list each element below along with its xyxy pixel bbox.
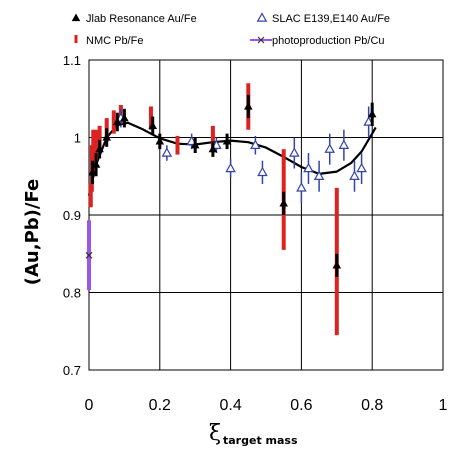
legend-item: NMC Pb/Fe [74, 35, 143, 47]
data-point [296, 182, 307, 192]
data-point [148, 121, 157, 130]
data-point [155, 136, 165, 145]
legend-marker [71, 13, 81, 22]
data-point [367, 109, 377, 118]
data-point [102, 133, 111, 141]
x-axis-label-subscript: target mass [223, 434, 298, 447]
legend-marker [256, 12, 268, 22]
x-axis-label: ξ target mass [209, 421, 298, 447]
series-3 [85, 220, 93, 291]
x-tick-label: 0.6 [290, 397, 312, 414]
data-point [356, 162, 367, 173]
legend-label: photoproduction Pb/Cu [272, 35, 385, 47]
data-point [225, 162, 236, 173]
x-axis-label-symbol: ξ [209, 421, 221, 446]
y-tick-label: 0.7 [63, 363, 81, 378]
y-tick-label: 0.8 [63, 286, 81, 301]
data-point [244, 102, 253, 110]
data-point [338, 139, 350, 149]
data-point [222, 136, 232, 145]
legend-item: SLAC E139,E140 Au/Fe [256, 12, 390, 25]
y-tick-label: 1 [74, 131, 81, 146]
data-point [190, 140, 200, 149]
legend-label: NMC Pb/Fe [86, 35, 143, 47]
data-point [250, 139, 261, 149]
data-point [113, 117, 122, 126]
legend-label: Jlab Resonance Au/Fe [86, 13, 197, 25]
data-point [349, 170, 360, 180]
data-point [85, 251, 93, 259]
data-point [332, 260, 342, 269]
data-points [85, 83, 377, 336]
data-point [257, 166, 268, 177]
data-point [91, 160, 101, 168]
x-tick-label: 0.8 [361, 397, 383, 414]
legend-item: photoproduction Pb/Cu [250, 35, 385, 47]
x-tick-label: 1 [439, 397, 448, 414]
y-tick-label: 1.1 [63, 53, 81, 68]
legend-item: Jlab Resonance Au/Fe [71, 13, 197, 25]
data-point [279, 198, 288, 207]
data-point [161, 147, 173, 157]
x-tick-label: 0.4 [219, 397, 241, 414]
data-point [313, 170, 325, 180]
data-point [208, 144, 218, 153]
x-tick-label: 0.2 [149, 397, 171, 414]
data-point [95, 144, 104, 153]
data-point [324, 143, 336, 153]
y-axis-label: (Au,Pb)/Fe [22, 179, 43, 285]
data-point [289, 147, 300, 157]
series-0 [88, 94, 377, 277]
legend-label: SLAC E139,E140 Au/Fe [272, 13, 390, 25]
y-tick-label: 0.9 [63, 208, 81, 223]
data-point [303, 162, 314, 173]
x-tick-label: 0 [85, 397, 94, 414]
data-point [120, 113, 129, 122]
axis-ticks: 0.7 0.8 0.9 1 1.1 0 0.2 0.4 0.6 0.8 1 [63, 53, 448, 414]
legend: Jlab Resonance Au/Fe SLAC E139,E140 Au/Fe… [71, 12, 390, 47]
legend-marker [257, 36, 265, 44]
grid [89, 60, 443, 370]
